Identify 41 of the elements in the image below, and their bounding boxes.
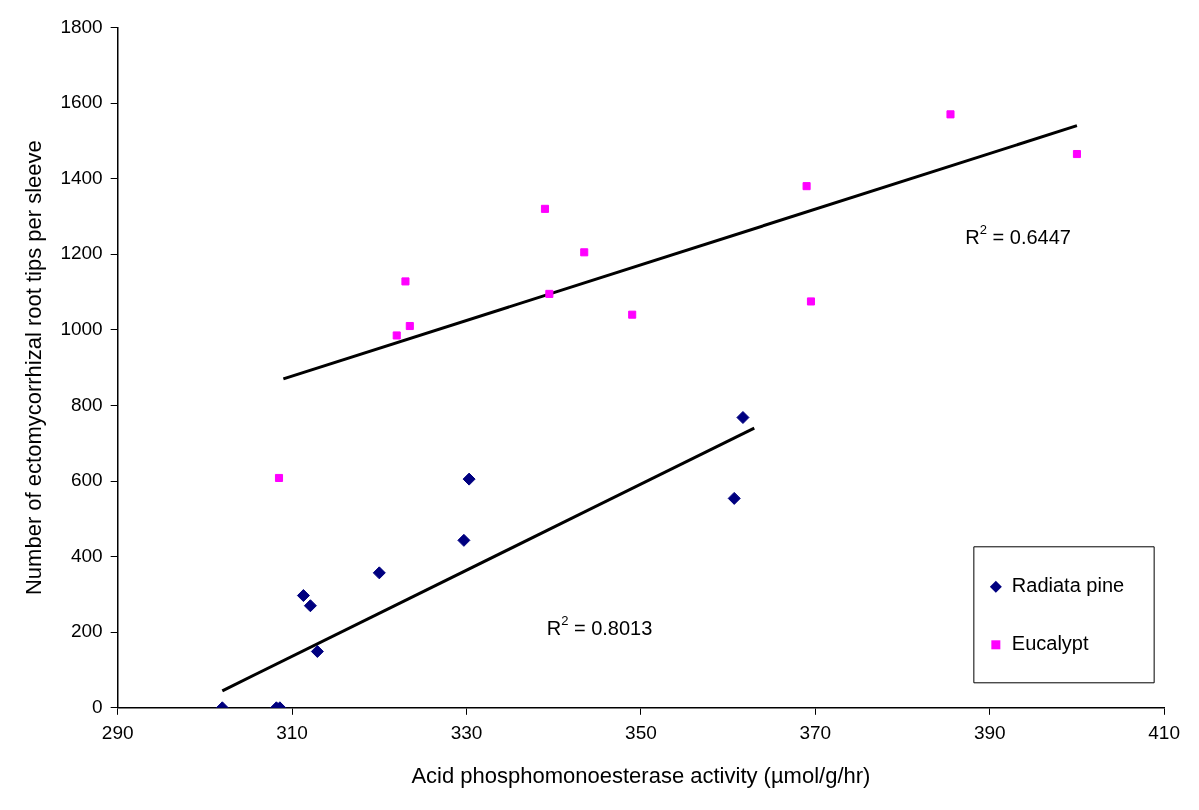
y-tick-label: 1200 <box>60 242 103 264</box>
point <box>457 533 471 547</box>
point <box>806 297 815 306</box>
y-tick-label: 1000 <box>60 318 103 340</box>
point <box>274 473 284 483</box>
point <box>580 248 589 257</box>
x-tick-label: 370 <box>799 722 832 744</box>
y-tick-label: 800 <box>70 393 103 415</box>
point <box>802 182 811 191</box>
x-tick-label: 330 <box>450 722 483 744</box>
y-tick-label: 0 <box>92 696 103 718</box>
point <box>392 331 401 340</box>
y-tick-label: 1600 <box>60 91 103 113</box>
y-tick-label: 1400 <box>60 166 103 188</box>
point <box>727 491 741 505</box>
point <box>628 310 637 319</box>
point <box>405 321 414 331</box>
point <box>736 411 750 424</box>
y-axis-title: Number of ectomycorrhizal root tips per sleeve <box>21 140 47 596</box>
x-tick-label: 290 <box>101 722 134 744</box>
x-tick-label: 350 <box>625 722 657 744</box>
point <box>310 644 324 658</box>
y-tick-label: 1800 <box>60 15 103 37</box>
y-tick-label: 200 <box>70 620 103 642</box>
x-axis-title: Acid phosphomonoesterase activity (µmol/g/hr) <box>411 762 871 788</box>
point <box>372 566 386 580</box>
point <box>303 599 317 613</box>
x-tick-label: 410 <box>1148 722 1180 744</box>
point <box>401 277 410 286</box>
point <box>540 204 550 213</box>
y-tick-label: 600 <box>70 469 103 491</box>
legend-label: Radiata pine <box>1011 574 1125 597</box>
x-tick-label: 390 <box>973 722 1006 744</box>
x-tick-label: 310 <box>276 722 308 744</box>
point <box>1072 149 1081 159</box>
point <box>946 110 955 119</box>
point <box>462 472 476 486</box>
legend-label: Eucalypt <box>1011 632 1089 655</box>
point <box>296 589 310 603</box>
y-tick-label: 400 <box>70 544 103 566</box>
point <box>545 289 554 298</box>
